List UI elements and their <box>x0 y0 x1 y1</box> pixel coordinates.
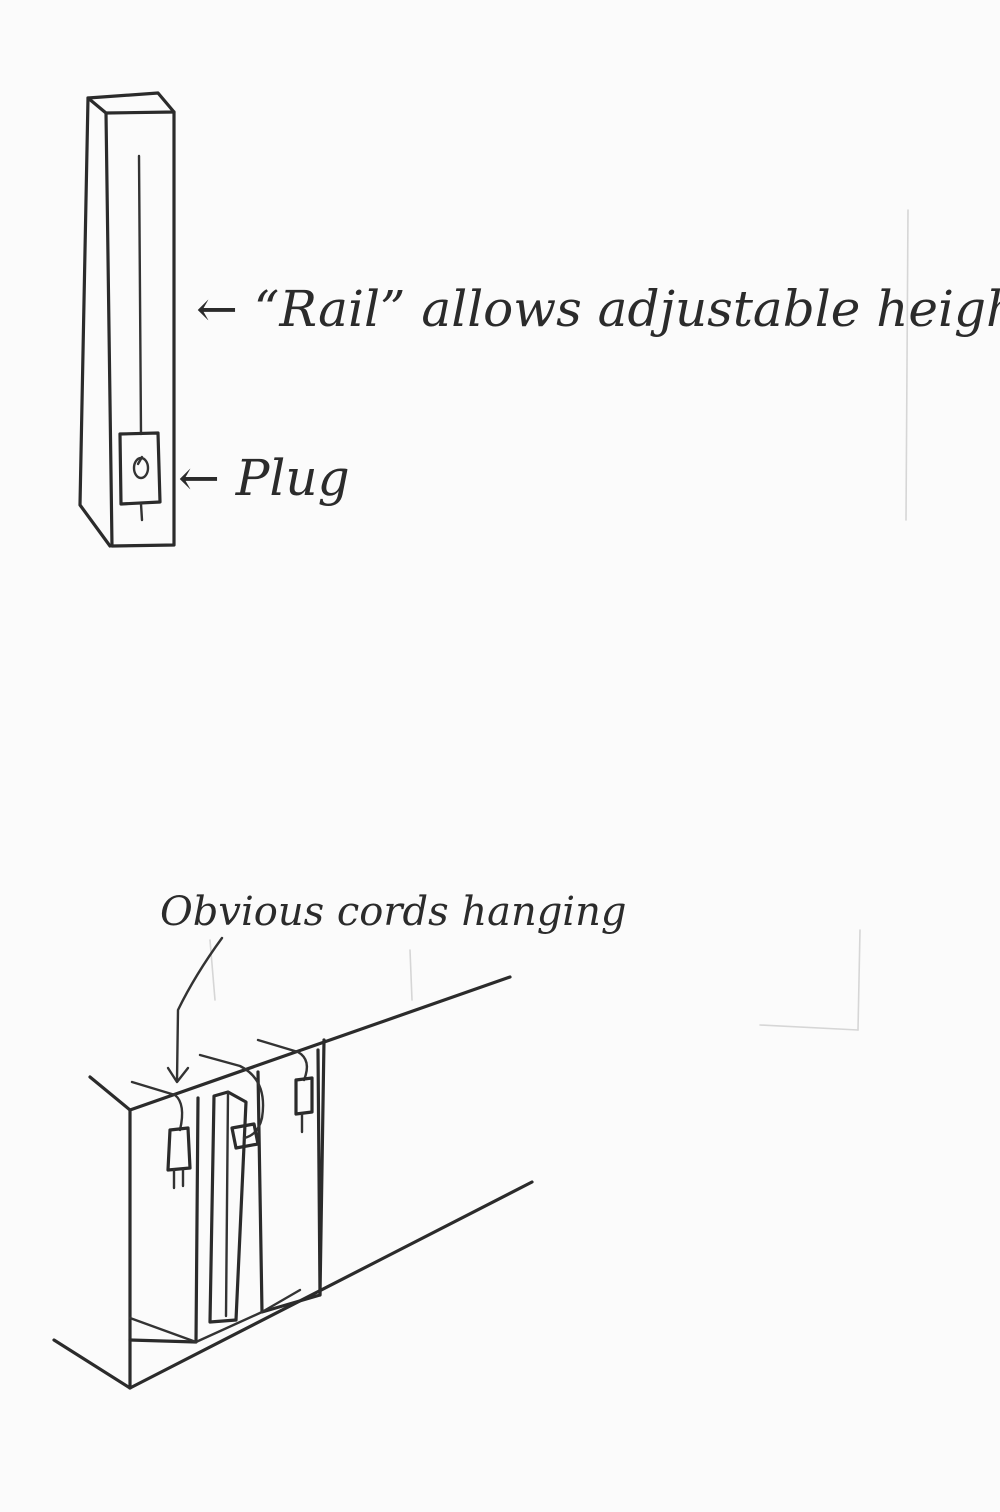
hanging-rail-edge <box>224 1090 230 1318</box>
divider-3-shelf <box>260 1288 302 1314</box>
rail-slot <box>137 154 143 436</box>
plug-cord <box>139 502 144 522</box>
cords-pointer-head <box>166 1066 190 1084</box>
plug-box <box>118 431 162 506</box>
ghost-marks <box>209 209 909 1031</box>
divider-1-shelf <box>128 1316 198 1344</box>
plug-annotation: ← Plug <box>178 449 350 507</box>
cord-1-plug <box>166 1126 192 1172</box>
cords-annotation: Obvious cords hanging <box>160 889 626 935</box>
hanging-rail <box>208 1090 248 1324</box>
divider-2 <box>256 1048 322 1314</box>
outlet-mark <box>136 455 144 466</box>
cord-3 <box>256 1038 314 1134</box>
cords-pointer-arrow <box>175 936 224 1082</box>
cord-1 <box>130 1080 192 1190</box>
cord-2 <box>198 1053 265 1150</box>
cord-2-plug <box>230 1122 260 1150</box>
divider-2-shelf <box>194 1310 264 1344</box>
rail-annotation: ← “Rail” allows adjustable height <box>196 280 1000 338</box>
cabinet-drawing <box>52 936 534 1390</box>
post-top-face <box>86 91 176 115</box>
rail-post-drawing <box>78 91 176 548</box>
cabinet-top-edge <box>88 975 512 1112</box>
cabinet-base <box>52 1180 534 1390</box>
post-left-face <box>78 96 112 548</box>
post-front-face <box>104 110 176 548</box>
cord-3-plug <box>294 1076 314 1116</box>
divider-3 <box>318 1038 326 1297</box>
